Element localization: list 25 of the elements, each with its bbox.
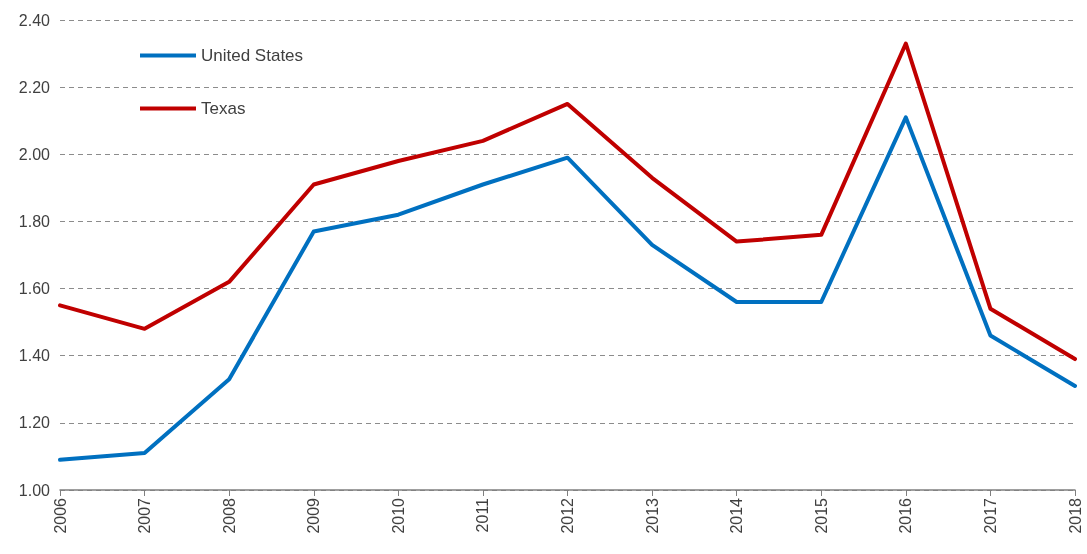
legend-label: United States <box>201 46 304 65</box>
y-tick-label: 2.00 <box>18 145 51 163</box>
y-tick-label: 1.20 <box>18 414 51 432</box>
x-tick-label: 2015 <box>812 497 830 534</box>
x-tick-label: 2012 <box>559 497 576 534</box>
line-series <box>58 41 1077 362</box>
line-series <box>58 115 1077 462</box>
y-tick-label: 1.00 <box>18 481 51 499</box>
y-tick-label: 1.40 <box>18 347 51 365</box>
x-tick-label: 2013 <box>643 497 661 534</box>
x-tick-label: 2016 <box>897 497 915 534</box>
y-tick-label: 2.20 <box>18 78 51 96</box>
x-tick-label: 2007 <box>136 497 154 534</box>
x-tick-label: 2018 <box>1066 497 1084 534</box>
x-tick-label: 2010 <box>389 497 407 534</box>
y-tick-label: 1.80 <box>18 212 51 230</box>
y-tick-label: 2.40 <box>18 11 51 29</box>
x-tick-label: 2008 <box>220 497 238 534</box>
x-tick-label: 2014 <box>728 497 746 534</box>
legend-label: Texas <box>201 99 246 118</box>
y-tick-label: 1.60 <box>18 280 51 298</box>
x-tick-label: 2017 <box>981 497 999 534</box>
x-tick-label: 2009 <box>305 497 323 534</box>
x-tick-label: 2006 <box>51 497 69 534</box>
x-tick-label: 2011 <box>474 497 492 533</box>
